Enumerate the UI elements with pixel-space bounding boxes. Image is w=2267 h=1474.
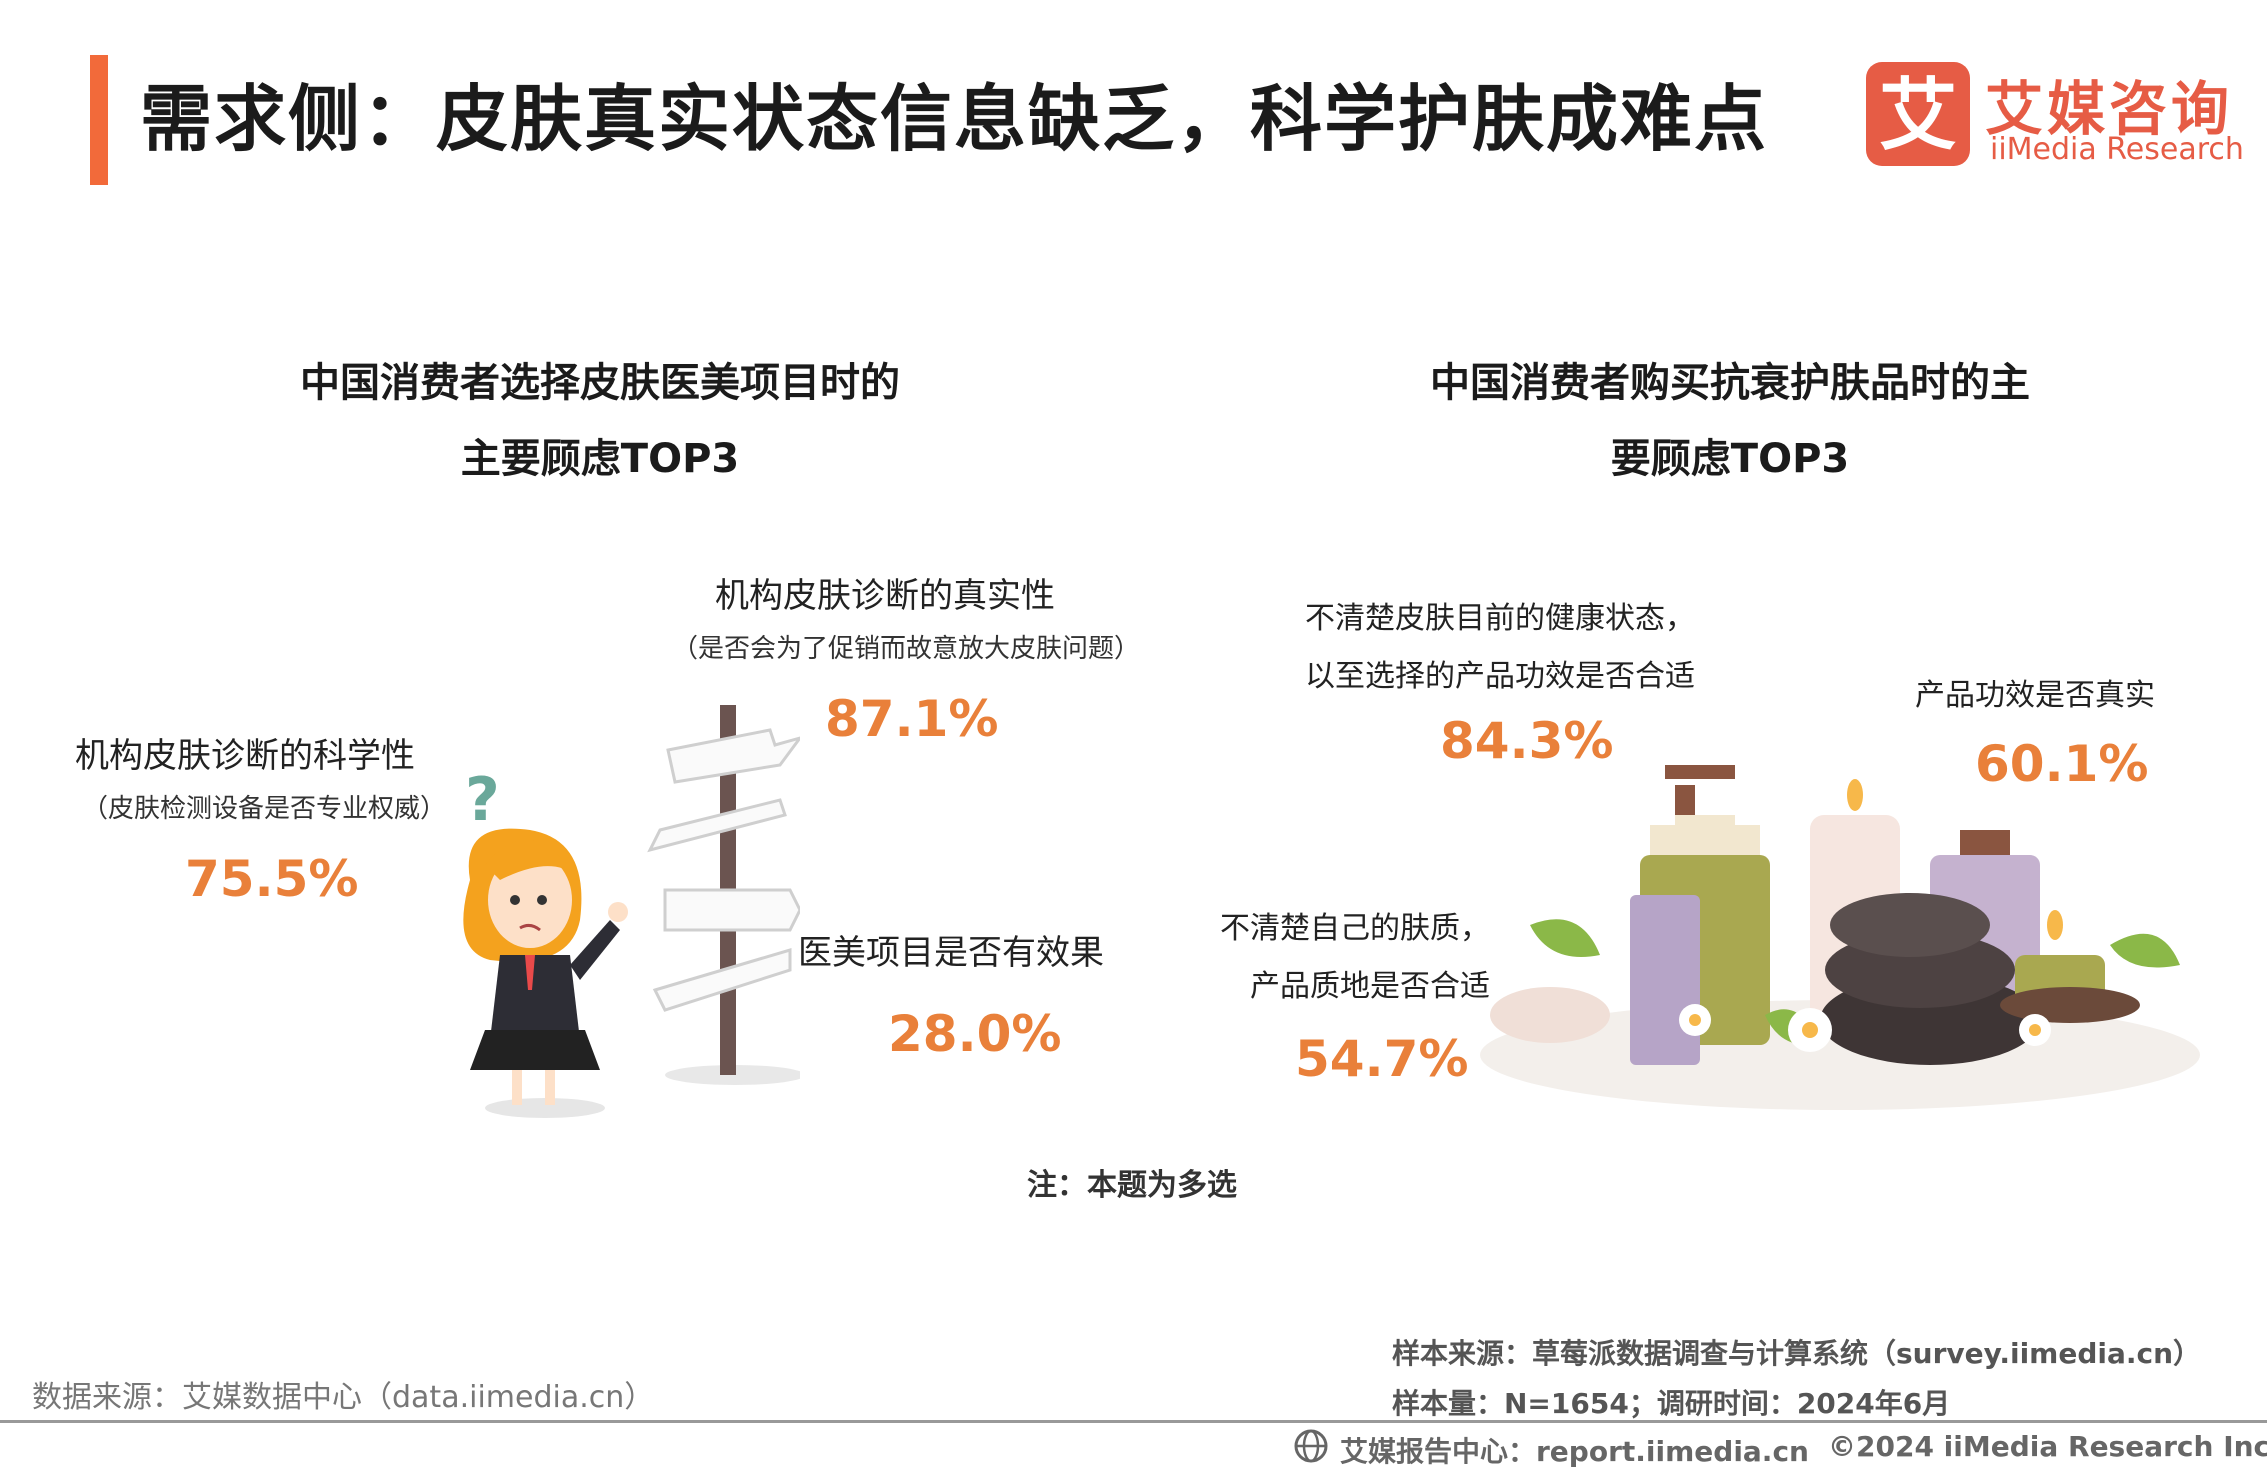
multi-select-note: 注：本题为多选 [1027,1168,1237,1203]
confused-girl-illustration: ? [463,770,628,1118]
right-title-line2: 要顾虑TOP3 [1610,436,1850,482]
left-item-2-value: 87.1% [825,690,999,748]
right-item-3-value: 54.7% [1295,1030,1469,1088]
right-title-line1: 中国消费者购买抗衰护肤品时的主 [1430,360,2030,406]
report-center-link[interactable]: 艾媒报告中心：report.iimedia.cn [1340,1435,1809,1468]
left-item-1-label: 机构皮肤诊断的科学性 [75,736,415,776]
skincare-products-illustration [1480,765,2200,1110]
signpost-illustration [647,705,800,1085]
left-title-line1: 中国消费者选择皮肤医美项目时的 [300,360,900,406]
right-section-title: 中国消费者购买抗衰护肤品时的主 要顾虑TOP3 [1330,345,2130,497]
right-item-1-label: 不清楚皮肤目前的健康状态， 以至选择的产品功效是否合适 [1305,590,1695,706]
left-item-1-value: 75.5% [185,850,359,908]
left-item-2-sub: （是否会为了促销而故意放大皮肤问题） [672,634,1141,664]
right-item-1-line2: 以至选择的产品功效是否合适 [1305,659,1695,694]
svg-text:?: ? [465,770,500,835]
left-title-line2: 主要顾虑TOP3 [460,436,740,482]
right-item-3-label: 不清楚自己的肤质， 产品质地是否合适 [1220,900,1490,1016]
copyright: ©2024 iiMedia Research Inc [1828,1430,2267,1463]
sample-source: 样本来源：草莓派数据调查与计算系统（survey.iimedia.cn） [1392,1337,2202,1370]
globe-icon [1293,1428,1329,1464]
page-title: 需求侧：皮肤真实状态信息缺乏，科学护肤成难点 [140,77,1769,161]
data-source: 数据来源：艾媒数据中心（data.iimedia.cn） [32,1380,655,1415]
right-item-3-line1: 不清楚自己的肤质， [1220,911,1490,946]
left-item-1-sub: （皮肤检测设备是否专业权威） [82,794,447,824]
logo-char: 艾 [1879,71,1957,161]
right-item-1-line1: 不清楚皮肤目前的健康状态， [1305,601,1695,636]
logo-subtext: iiMedia Research [1990,132,2244,167]
left-section-title: 中国消费者选择皮肤医美项目时的 主要顾虑TOP3 [200,345,1000,497]
left-item-3-value: 28.0% [888,1005,1062,1063]
sample-size: 样本量：N=1654；调研时间：2024年6月 [1392,1387,1951,1420]
left-item-3-label: 医美项目是否有效果 [798,933,1104,973]
footer-divider [0,1420,2267,1423]
right-item-2-label: 产品功效是否真实 [1915,678,2155,713]
logo-icon: 艾 [1866,62,1970,166]
right-item-3-line2: 产品质地是否合适 [1250,969,1490,1004]
logo-text: 艾媒咨询 [1985,75,2234,143]
right-item-2-value: 60.1% [1975,735,2149,793]
left-item-2-label: 机构皮肤诊断的真实性 [715,576,1055,616]
title-accent-bar [90,55,108,185]
right-item-1-value: 84.3% [1440,712,1614,770]
